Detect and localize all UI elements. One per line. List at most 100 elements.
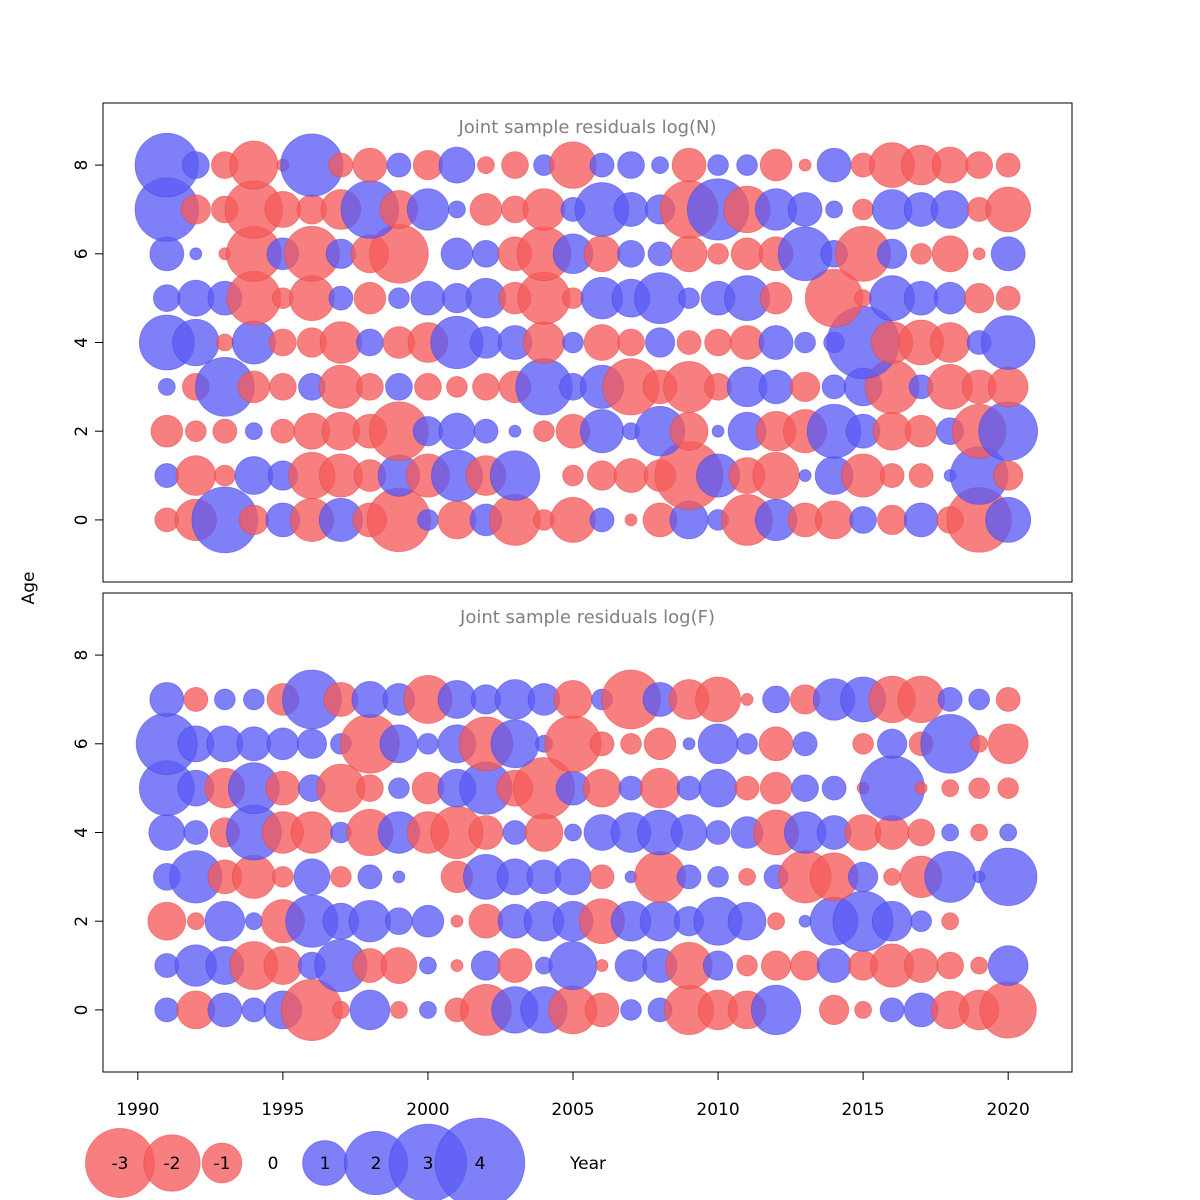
bubble-age2-year2010 — [711, 424, 725, 438]
legend-label: 3 — [423, 1154, 434, 1174]
bubble-age2-year2018 — [941, 912, 960, 931]
bubble-age4-year2020 — [999, 823, 1018, 842]
bubble-age7-year1995 — [264, 191, 302, 228]
bubble-age7-year2020 — [995, 687, 1021, 712]
bubble-age5-year2008 — [634, 272, 686, 325]
legend-bubble — [434, 1117, 526, 1200]
bubble-age5-year2020 — [995, 285, 1021, 311]
bubble-age0-year2007 — [620, 999, 642, 1021]
bubble-age8-year2018 — [931, 146, 969, 184]
panel-1: Joint sample residuals log(N) 0 2 4 6 8 — [72, 102, 1073, 583]
bubble-age4-year1992 — [183, 820, 209, 845]
bubble-age7-year1992 — [180, 194, 211, 225]
bubble-age4-year2008 — [644, 327, 676, 358]
legend-label: 0 — [268, 1154, 279, 1174]
bubble-age0-year2005 — [550, 497, 596, 543]
bubble-age3-year2005 — [554, 858, 592, 896]
bubble-age1-year2014 — [816, 948, 852, 983]
x-tick-label: 2000 — [406, 1100, 449, 1120]
bubble-age5-year2008 — [639, 767, 681, 809]
bubble-age2-year2020 — [978, 401, 1039, 462]
bubble-age3-year2009 — [676, 864, 702, 890]
bubble-age1-year2010 — [702, 950, 734, 981]
bubble-age1-year2006 — [595, 959, 609, 972]
bubble-age2-year2009 — [669, 411, 709, 451]
bubble-age7-year2015 — [852, 198, 874, 221]
bubble-age2-year2003 — [508, 424, 522, 438]
bubble-age1-year2015 — [841, 453, 886, 498]
bubble-age2-year2000 — [412, 416, 444, 447]
bubble-age1-year2013 — [798, 469, 812, 482]
bubble-age3-year1991 — [157, 377, 176, 396]
bubble-age6-year1994 — [236, 726, 272, 762]
panel-title: Joint sample residuals log(F) — [459, 607, 715, 628]
bubble-age3-year2013 — [789, 371, 821, 402]
bubble-age6-year2020 — [987, 723, 1029, 765]
bubble-age5-year2014 — [821, 775, 847, 801]
bubble-age8-year2007 — [617, 151, 645, 179]
bubble-age2-year1999 — [385, 907, 413, 936]
bubble-age0-year2006 — [584, 992, 620, 1028]
bubble-age7-year2001 — [437, 680, 477, 719]
bubble-age0-year1994 — [238, 504, 269, 536]
bubble-age4-year2020 — [980, 315, 1036, 370]
bubble-age6-year2019 — [972, 247, 986, 261]
y-tick-label: 6 — [72, 738, 92, 749]
bubble-age2-year2004 — [533, 420, 555, 443]
legend-label: 1 — [320, 1154, 331, 1174]
bubble-age5-year1996 — [289, 275, 335, 322]
x-tick-label: 2010 — [696, 1100, 739, 1120]
y-tick-label: 8 — [72, 160, 92, 171]
bubble-age3-year1999 — [392, 870, 406, 884]
bubble-age4-year1996 — [290, 811, 334, 854]
bubble-age6-year2006 — [583, 235, 621, 273]
y-tick-label: 2 — [72, 916, 92, 927]
bubble-age1-year2016 — [879, 463, 905, 488]
bubble-age1-year2005 — [548, 941, 598, 990]
bubble-age8-year2002 — [477, 156, 495, 174]
bubble-age1-year1994 — [234, 456, 274, 495]
bubble-age2-year1998 — [348, 899, 392, 943]
y-axis-label: Age — [19, 572, 39, 605]
x-axis-label: Year — [569, 1154, 606, 1174]
bubble-age7-year2005 — [553, 680, 593, 719]
bubble-age8-year2014 — [816, 147, 852, 183]
bubble-age8-year2006 — [589, 152, 615, 178]
bubble-age4-year2017 — [907, 818, 935, 847]
bubble-age5-year1997 — [328, 285, 354, 311]
bubble-age0-year1997 — [332, 1001, 350, 1019]
bubble-age8-year2011 — [736, 154, 758, 176]
bubble-age2-year1991 — [150, 414, 184, 448]
bubble-age7-year2020 — [985, 186, 1032, 233]
bubble-age5-year2010 — [698, 768, 738, 808]
bubble-age1-year2001 — [450, 959, 464, 972]
bubble-age6-year2009 — [670, 235, 708, 273]
bubble-age7-year2017 — [897, 675, 945, 724]
bubble-age5-year2013 — [791, 774, 819, 802]
bubble-age8-year1994 — [229, 140, 279, 190]
bubble-age2-year2011 — [727, 901, 767, 941]
bubble-age1-year1999 — [380, 947, 418, 984]
bubble-age5-year2019 — [968, 777, 990, 799]
bubble-age6-year2020 — [990, 236, 1026, 272]
bubble-age0-year1994 — [241, 997, 267, 1023]
bubble-age4-year2003 — [502, 820, 528, 845]
bubble-age6-year2007 — [617, 239, 645, 268]
x-axis: 1990 1995 2000 2005 2010 2015 2020 — [116, 1071, 1030, 1120]
bubble-age5-year2017 — [903, 280, 939, 316]
bubbles — [135, 669, 1038, 1041]
bubble-age8-year1999 — [386, 152, 412, 178]
bubble-age0-year2006 — [589, 507, 615, 533]
bubble-age7-year2004 — [522, 188, 566, 231]
bubble-age1-year1993 — [214, 464, 236, 487]
bubble-age2-year2013 — [798, 914, 812, 928]
bubble-age5-year2012 — [759, 771, 793, 805]
bubble-age5-year2012 — [759, 281, 793, 315]
bubble-age5-year2020 — [997, 777, 1019, 799]
bubble-age0-year1991 — [154, 997, 180, 1023]
bubble-age7-year1994 — [243, 688, 265, 711]
bubble-age5-year1998 — [356, 774, 384, 802]
bubble-age0-year1998 — [349, 989, 391, 1031]
bubble-age5-year1991 — [152, 284, 181, 312]
bubble-age0-year2016 — [879, 997, 905, 1023]
